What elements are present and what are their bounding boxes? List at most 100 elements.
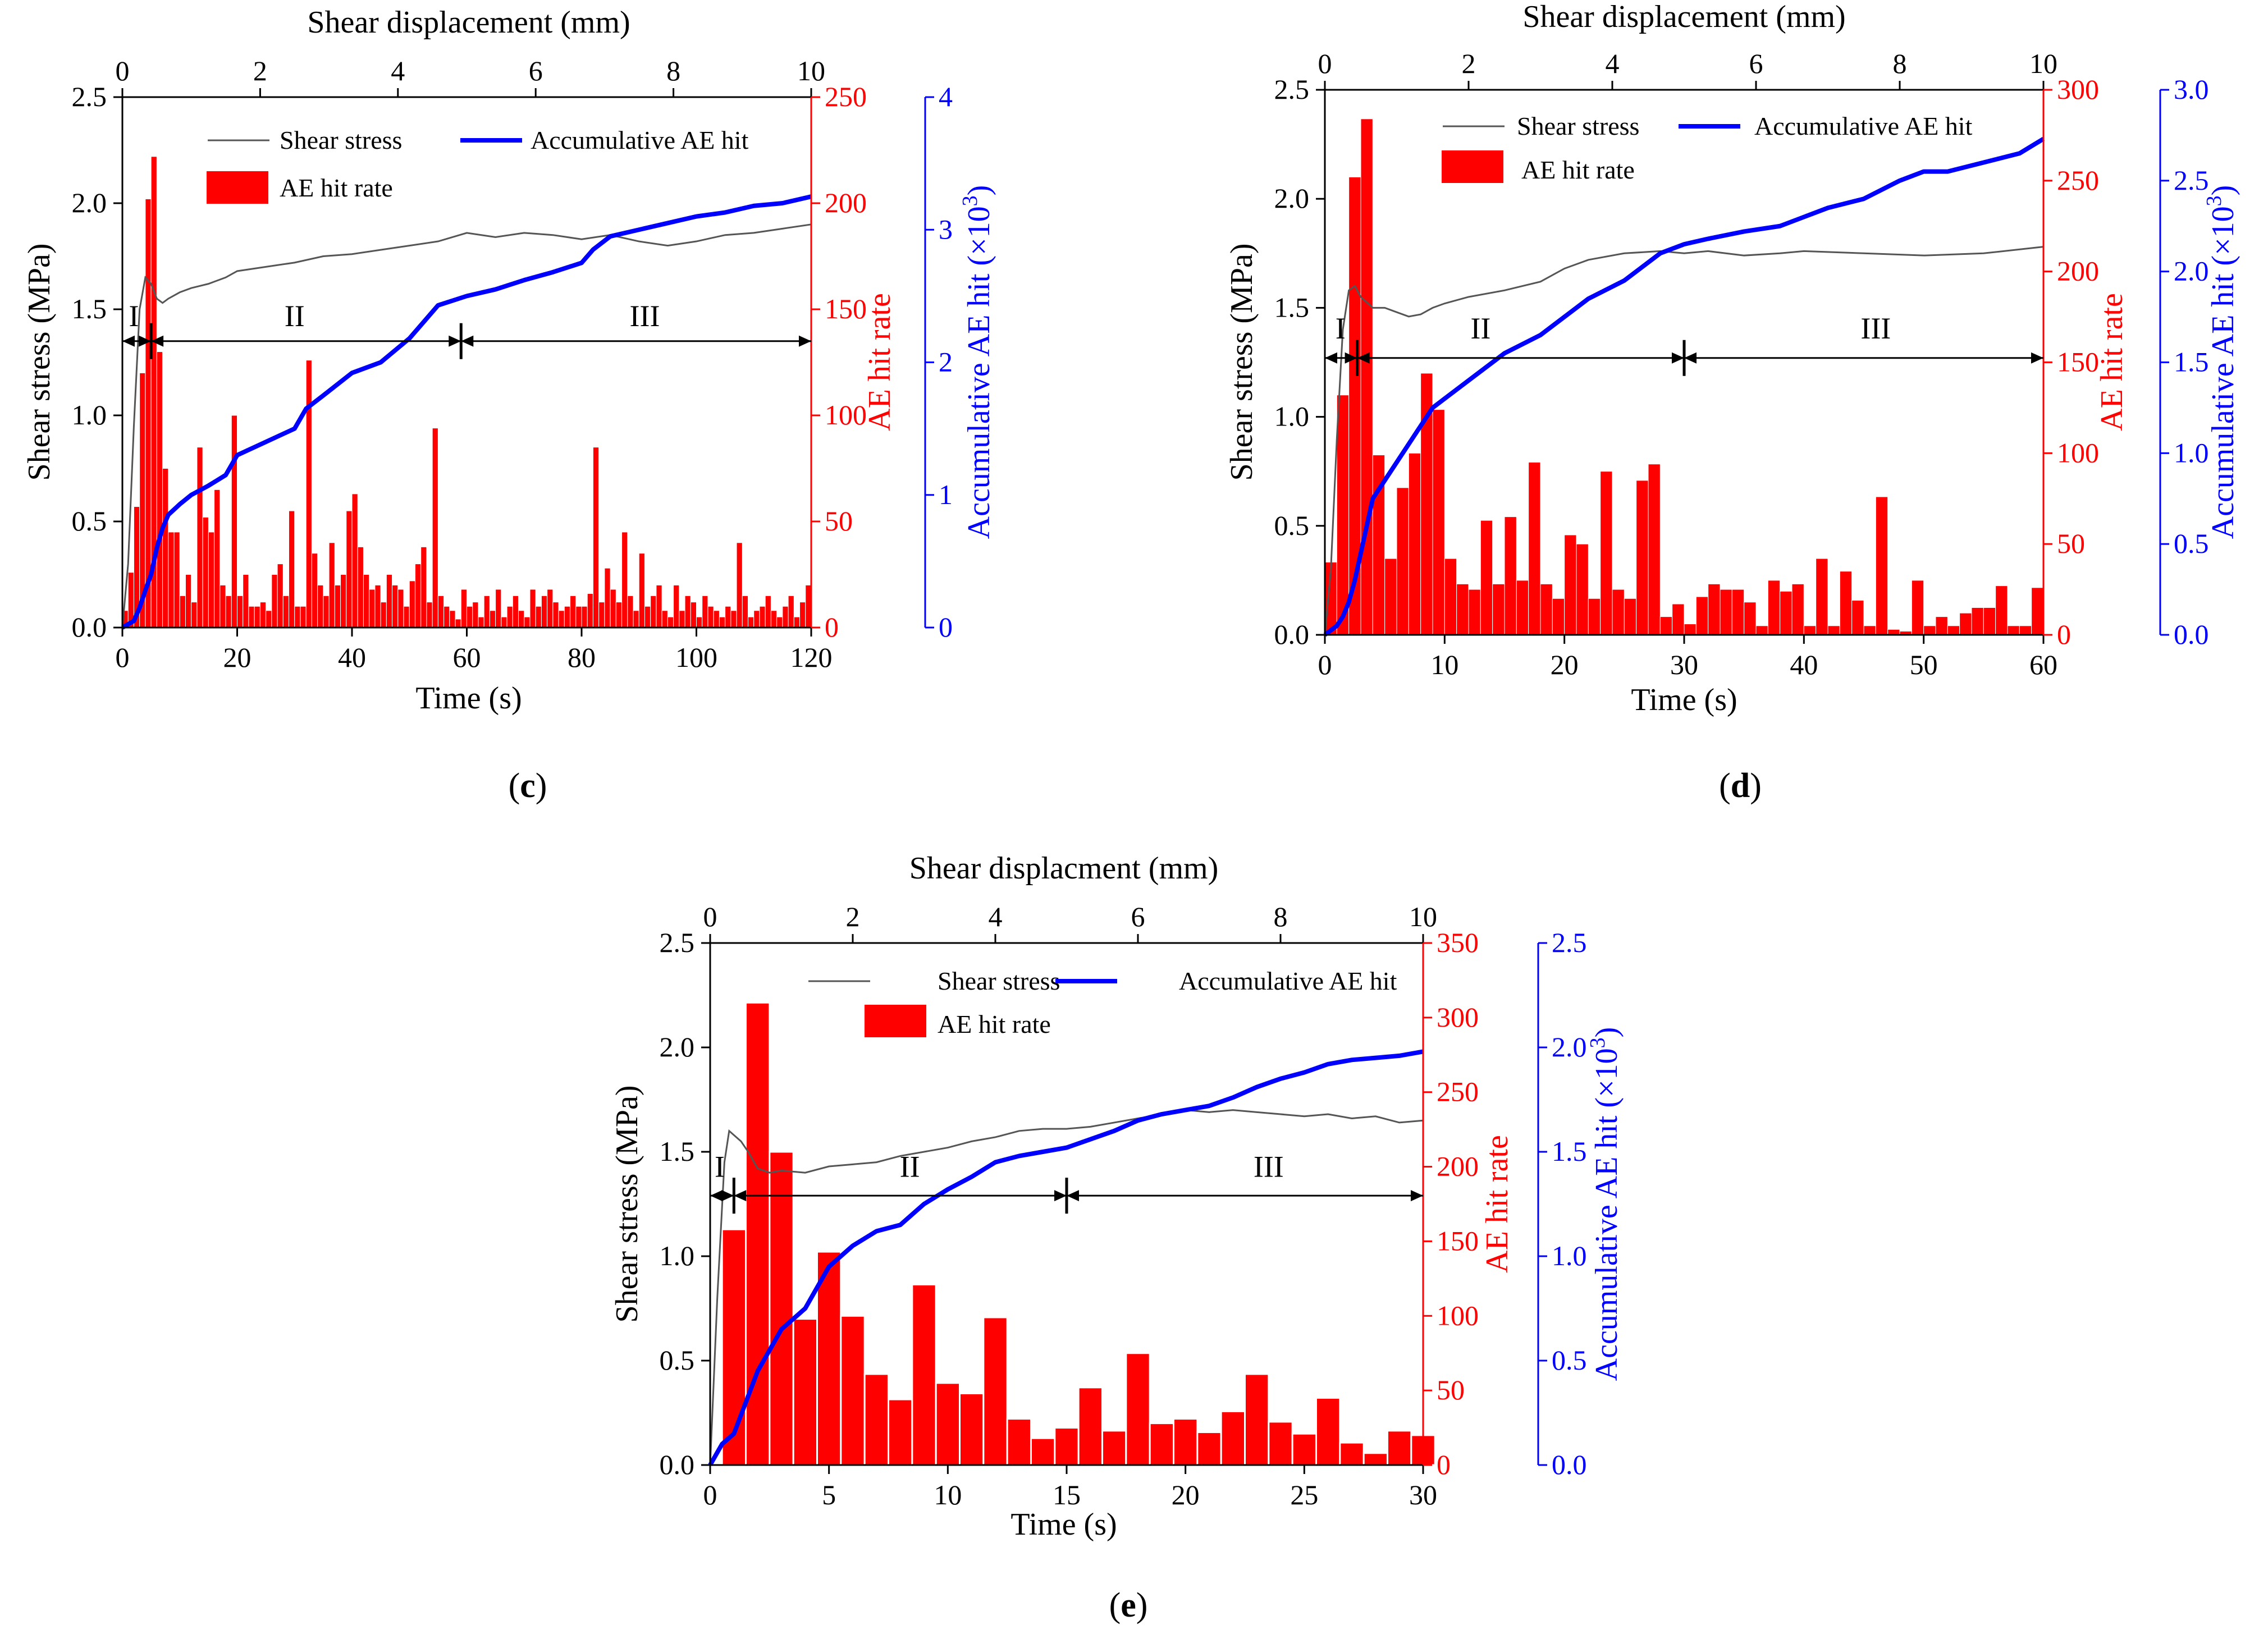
x-axis-tick-label: 25 [1290,1479,1318,1510]
ae-hit-rate-bar [759,606,766,628]
legend-bar-label: AE hit rate [280,173,393,202]
ae-rate-axis-tick-label: 200 [2057,255,2099,287]
cumulative-axis-tick-label: 4 [939,81,953,112]
ae-hit-rate-bar [2007,625,2020,635]
ae-rate-axis-tick-label: 150 [2057,346,2099,378]
ae-hit-rate-bar [524,616,531,628]
ae-hit-rate-bar [1695,596,1709,635]
ae-hit-rate-bar [1540,583,1553,635]
ae-rate-axis-tick-label: 50 [1437,1374,1465,1406]
top-axis-tick-label: 6 [1131,901,1145,932]
x-axis-tick-label: 30 [1670,649,1698,680]
ae-hit-rate-bars [721,1001,1436,1466]
panel-caption-open: ( [509,767,520,805]
ae-hit-rate-bar [1054,1427,1080,1466]
stage-label: II [1470,312,1490,345]
ae-hit-rate-bar [208,532,215,628]
ae-hit-rate-bar [1624,598,1637,635]
left-axis-tick-label: 1.0 [1274,401,1310,432]
ae-hit-rate-bar [1648,464,1661,635]
ae-hit-rate-bar [1875,496,1889,635]
ae-hit-rate-bar [615,602,623,628]
ae-hit-rate-bar [357,546,364,628]
ae-hit-rate-bar [300,606,307,628]
left-axis-tick-label: 1.5 [72,293,107,324]
ae-hit-rate-bar [1935,616,1948,635]
stage-arrowhead [1684,352,1697,364]
panel-caption-open: ( [1719,767,1731,805]
ae-hit-rate-bar [805,584,812,628]
ae-hit-rate-bar [501,616,507,628]
top-axis-tick-label: 8 [1893,48,1907,79]
ae-hit-rate-bar [2019,625,2032,635]
ae-hit-rate-bar [403,606,410,628]
ae-hit-rate-bar [1923,625,1936,635]
left-axis-tick-label: 1.5 [660,1136,695,1167]
ae-hit-rate-bar [426,602,433,628]
ae-hit-rate-bar [1911,580,1924,635]
ae-hit-rate-bar [644,606,651,628]
ae-hit-rate-bar [788,595,794,628]
cumulative-axis-tick-label: 2 [939,346,953,378]
ae-hit-rate-bar [888,1398,913,1466]
ae-hit-rate-bar [340,574,347,628]
left-axis-tick-label: 2.0 [72,187,107,218]
ae-hit-rate-bar [1816,558,1828,635]
cumulative-axis-title-end: ) [2206,185,2240,196]
ae-hit-rate-bar [696,616,703,628]
ae-hit-rate-bar [173,532,180,628]
x-axis-title: Time (s) [1010,1507,1117,1542]
stage-label: II [900,1150,920,1184]
ae-hit-rate-bar [552,602,559,628]
x-axis-tick-label: 20 [1172,1479,1200,1510]
ae-hit-rate-bar [673,584,680,628]
ae-hit-rate-bars [1324,118,2044,635]
stage-label: I [1336,312,1346,345]
stage-label: II [285,299,305,333]
ae-hit-rate-bar [168,532,175,628]
top-axis-tick-label: 4 [1606,48,1620,79]
ae-hit-rate-bar [1291,1432,1318,1466]
top-axis-tick-label: 2 [1462,48,1476,79]
cumulative-axis-tick-label: 0.0 [1552,1449,1587,1480]
cumulative-axis-tick-label: 3 [939,213,953,245]
x-axis-tick-label: 15 [1053,1479,1081,1510]
ae-hit-rate-bar [1006,1418,1032,1466]
ae-hit-rate-bar [397,589,404,628]
left-axis-title: Shear stress (MPa) [610,1085,644,1322]
ae-hit-rate-bar [1030,1437,1056,1466]
cumulative-axis-tick-label: 0.5 [1552,1344,1587,1376]
ae-hit-rate-bar [449,610,456,628]
shear-stress-line [709,1109,1424,1466]
panel-caption: (e) [1109,1586,1148,1624]
ae-hit-rate-bar [719,616,726,628]
ae-hit-rate-bar [598,602,605,628]
ae-hit-rate-bar [713,610,720,628]
ae-hit-rate-bar [840,1315,866,1466]
ae-hit-rate-bar [684,595,691,628]
ae-hit-rate-bar [1456,583,1469,635]
panel-caption: (c) [509,767,547,805]
x-axis-title: Time (s) [415,681,522,716]
ae-hit-rate-bar [1863,625,1876,635]
ae-hit-rate-bar [1588,598,1601,635]
ae-hit-rate-bar [535,606,542,628]
ae-hit-rate-bar [414,564,422,628]
panel-caption-letter: e [1121,1586,1136,1624]
ae-hit-rate-bar [271,574,278,628]
x-axis-title: Time (s) [1631,683,1737,717]
shear-stress-line [121,223,812,628]
ae-hit-rate-bar [374,584,381,628]
ae-hit-rate-bar [1767,580,1781,635]
top-axis-tick-label: 8 [1274,901,1288,932]
ae-rate-axis-title: AE hit rate [862,293,897,431]
cumulative-axis-title-main: Accumulative AE hit (×10 [1589,1048,1624,1381]
stage-arrowhead [1411,1190,1423,1202]
ae-rate-axis-tick-label: 200 [1437,1151,1479,1182]
cumulative-axis-title-main: Accumulative AE hit (×10 [2206,206,2240,539]
top-axis-tick-label: 2 [253,55,267,86]
cumulative-axis-tick-label: 0 [939,611,953,643]
ae-hit-rate-bar [547,589,554,628]
ae-hit-rate-bar [380,602,387,628]
